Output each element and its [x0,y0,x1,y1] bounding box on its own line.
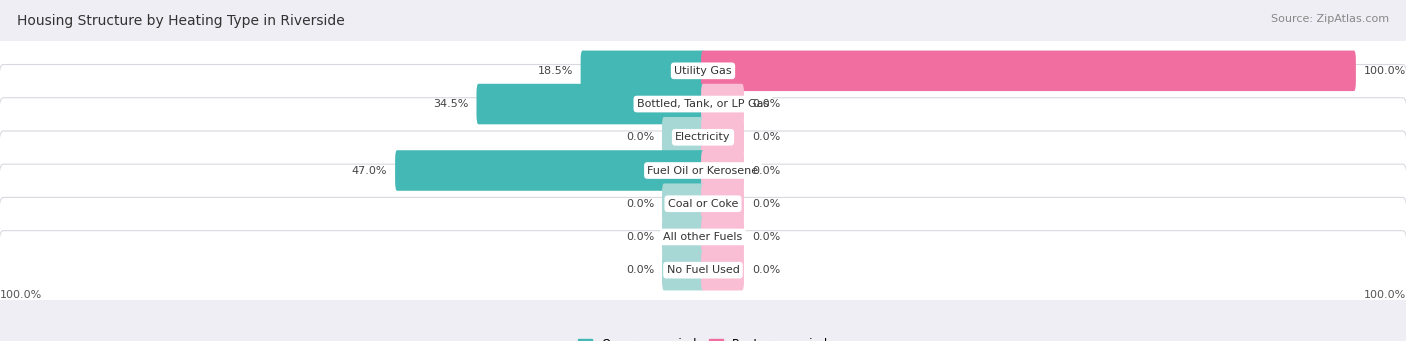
Text: 0.0%: 0.0% [752,199,780,209]
Text: 0.0%: 0.0% [752,99,780,109]
Text: 0.0%: 0.0% [626,132,654,142]
FancyBboxPatch shape [0,64,1406,144]
FancyBboxPatch shape [0,131,1406,210]
Text: 100.0%: 100.0% [1364,290,1406,300]
Text: 0.0%: 0.0% [626,232,654,242]
FancyBboxPatch shape [477,84,704,124]
FancyBboxPatch shape [702,183,744,224]
FancyBboxPatch shape [702,250,744,291]
FancyBboxPatch shape [662,217,704,257]
FancyBboxPatch shape [0,197,1406,277]
Text: Bottled, Tank, or LP Gas: Bottled, Tank, or LP Gas [637,99,769,109]
FancyBboxPatch shape [0,98,1406,177]
Text: Housing Structure by Heating Type in Riverside: Housing Structure by Heating Type in Riv… [17,14,344,28]
FancyBboxPatch shape [662,117,704,158]
Text: 0.0%: 0.0% [626,265,654,275]
FancyBboxPatch shape [0,31,1406,110]
FancyBboxPatch shape [702,117,744,158]
FancyBboxPatch shape [662,183,704,224]
Text: 18.5%: 18.5% [537,66,572,76]
FancyBboxPatch shape [662,250,704,291]
FancyBboxPatch shape [581,50,704,91]
Text: All other Fuels: All other Fuels [664,232,742,242]
FancyBboxPatch shape [702,50,1355,91]
Text: 0.0%: 0.0% [626,199,654,209]
FancyBboxPatch shape [395,150,704,191]
FancyBboxPatch shape [0,164,1406,243]
FancyBboxPatch shape [0,231,1406,310]
FancyBboxPatch shape [702,150,744,191]
Text: Source: ZipAtlas.com: Source: ZipAtlas.com [1271,14,1389,24]
Text: 100.0%: 100.0% [1364,66,1406,76]
Text: 0.0%: 0.0% [752,232,780,242]
FancyBboxPatch shape [702,217,744,257]
Text: 0.0%: 0.0% [752,165,780,176]
Legend: Owner-occupied, Renter-occupied: Owner-occupied, Renter-occupied [578,338,828,341]
Text: 47.0%: 47.0% [352,165,387,176]
Text: 100.0%: 100.0% [0,290,42,300]
Text: Fuel Oil or Kerosene: Fuel Oil or Kerosene [647,165,759,176]
Text: Electricity: Electricity [675,132,731,142]
Text: Coal or Coke: Coal or Coke [668,199,738,209]
Text: Utility Gas: Utility Gas [675,66,731,76]
Text: 34.5%: 34.5% [433,99,468,109]
Text: 0.0%: 0.0% [752,265,780,275]
Text: No Fuel Used: No Fuel Used [666,265,740,275]
FancyBboxPatch shape [702,84,744,124]
Text: 0.0%: 0.0% [752,132,780,142]
